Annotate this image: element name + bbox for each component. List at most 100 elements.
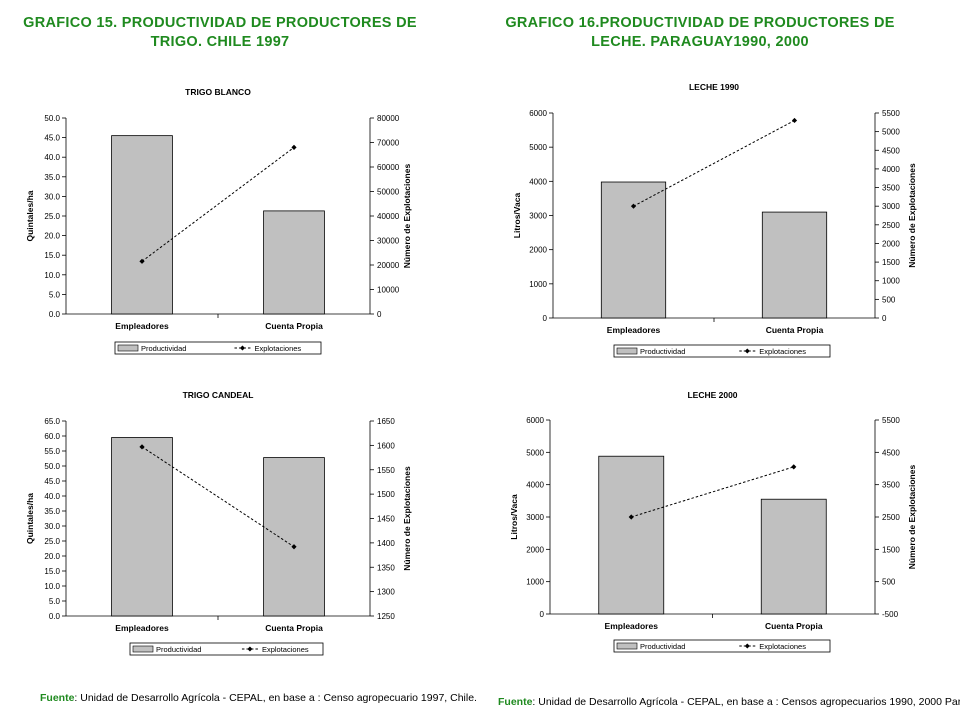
legend-label-productividad: Productividad: [156, 645, 201, 654]
source-text: : Unidad de Desarrollo Agrícola - CEPAL,…: [532, 696, 960, 708]
heading-line: GRAFICO 16.PRODUCTIVIDAD DE PRODUCTORES …: [505, 15, 895, 31]
y-tick-label: 10.0: [44, 271, 60, 280]
y2-tick-label: 1550: [377, 466, 395, 475]
y-tick-label: 0: [543, 314, 548, 323]
y2-tick-label: 30000: [377, 237, 400, 246]
y2-tick-label: -500: [882, 610, 899, 619]
bar: [263, 210, 325, 315]
legend-label-explotaciones: Explotaciones: [759, 347, 806, 356]
y2-tick-label: 500: [882, 578, 896, 587]
bar: [111, 135, 173, 315]
y2-tick-label: 1300: [377, 588, 395, 597]
legend-box: [613, 344, 831, 358]
x-category-label: Cuenta Propia: [766, 325, 824, 335]
line-point: [139, 444, 145, 450]
line-point: [791, 464, 797, 470]
y2-tick-label: 3500: [882, 481, 900, 490]
y-tick-label: 45.0: [44, 134, 60, 143]
y2-tick-label: 2500: [882, 513, 900, 522]
line-point: [628, 514, 634, 520]
y-tick-label: 15.0: [44, 567, 60, 576]
y-tick-label: 0.0: [49, 612, 61, 621]
y2-tick-label: 60000: [377, 163, 400, 172]
y2-tick-label: 1500: [377, 490, 395, 499]
legend-label-explotaciones: Explotaciones: [759, 642, 806, 651]
line-point: [630, 203, 637, 209]
legend-label-productividad: Productividad: [141, 344, 186, 353]
x-category-label: Cuenta Propia: [765, 621, 823, 631]
legend-label-productividad: Productividad: [640, 347, 685, 356]
series-line-explotaciones: [141, 146, 295, 262]
chart-title: LECHE 2000: [687, 390, 737, 400]
y-tick-label: 6000: [529, 109, 547, 118]
y2-tick-label: 1650: [377, 417, 395, 426]
chart-title: TRIGO BLANCO: [185, 87, 251, 97]
y-tick-label: 25.0: [44, 212, 60, 221]
chart-title: LECHE 1990: [689, 82, 739, 92]
y-tick-label: 15.0: [44, 251, 60, 260]
y2-tick-label: 20000: [377, 261, 400, 270]
y2-tick-label: 1000: [882, 277, 900, 286]
y2-tick-label: 5000: [882, 128, 900, 137]
y2-tick-label: 500: [882, 295, 896, 304]
legend-box: [114, 341, 322, 355]
y2-tick-label: 1250: [377, 612, 395, 621]
y2-tick-label: 3000: [882, 202, 900, 211]
y2-axis-title: Número de Explotaciones: [402, 164, 412, 269]
y2-tick-label: 3500: [882, 184, 900, 193]
y-tick-label: 20.0: [44, 232, 60, 241]
y2-tick-label: 1500: [882, 258, 900, 267]
heading-line: TRIGO. CHILE 1997: [150, 34, 290, 50]
y-tick-label: 3000: [529, 212, 547, 221]
y-tick-label: 60.0: [44, 432, 60, 441]
line-point: [291, 544, 297, 550]
legend-box: [129, 642, 324, 656]
line-point: [291, 144, 297, 150]
series-line-explotaciones: [141, 446, 295, 548]
y-tick-label: 2000: [529, 246, 547, 255]
y2-tick-label: 4500: [882, 146, 900, 155]
y2-tick-label: 1350: [377, 563, 395, 572]
y-tick-label: 6000: [526, 416, 544, 425]
y-tick-label: 5.0: [49, 290, 61, 299]
legend-line-marker: [239, 345, 245, 351]
y-tick-label: 5000: [529, 143, 547, 152]
y-tick-label: 4000: [526, 481, 544, 490]
y2-tick-label: 80000: [377, 114, 400, 123]
figure-heading-left: GRAFICO 15. PRODUCTIVIDAD DE PRODUCTORES…: [20, 14, 420, 52]
legend-line-marker: [247, 646, 253, 652]
y-tick-label: 40.0: [44, 492, 60, 501]
y-tick-label: 5000: [526, 448, 544, 457]
y-tick-label: 5.0: [49, 597, 61, 606]
y-tick-label: 30.0: [44, 192, 60, 201]
x-category-label: Empleadores: [605, 621, 659, 631]
y2-tick-label: 40000: [377, 212, 400, 221]
y2-tick-label: 0: [882, 314, 887, 323]
legend-label-productividad: Productividad: [640, 642, 685, 651]
y2-tick-label: 2000: [882, 239, 900, 248]
series-line-explotaciones: [633, 120, 795, 207]
y-tick-label: 1000: [529, 280, 547, 289]
y2-tick-label: 10000: [377, 286, 400, 295]
y2-tick-label: 50000: [377, 188, 400, 197]
source-note-left: Fuente: Unidad de Desarrollo Agrícola - …: [40, 692, 477, 704]
y2-tick-label: 1500: [882, 545, 900, 554]
legend-label-explotaciones: Explotaciones: [254, 344, 301, 353]
x-category-label: Empleadores: [607, 325, 661, 335]
legend-bar-swatch: [616, 347, 638, 355]
y-tick-label: 2000: [526, 545, 544, 554]
legend-bar-swatch: [616, 642, 638, 650]
bar: [761, 211, 828, 319]
legend-label-explotaciones: Explotaciones: [262, 645, 309, 654]
y-axis-title: Litros/Vaca: [512, 193, 522, 239]
y-tick-label: 10.0: [44, 582, 60, 591]
legend-bar-swatch: [117, 344, 139, 352]
y-tick-label: 0.0: [49, 310, 61, 319]
y2-tick-label: 1400: [377, 539, 395, 548]
x-category-label: Empleadores: [115, 321, 169, 331]
y2-tick-label: 70000: [377, 139, 400, 148]
y-tick-label: 50.0: [44, 114, 60, 123]
source-label: Fuente: [40, 692, 75, 704]
bar: [760, 498, 827, 615]
